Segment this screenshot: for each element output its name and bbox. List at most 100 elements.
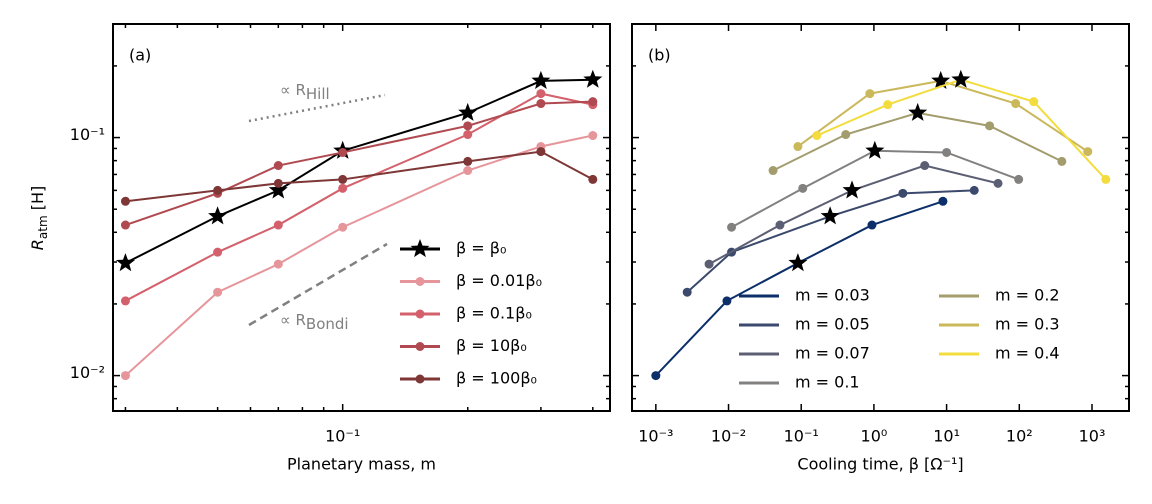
point bbox=[338, 183, 348, 193]
point bbox=[969, 185, 979, 195]
point bbox=[338, 147, 348, 157]
series-line bbox=[772, 111, 1063, 172]
annotation-sub: Bondi bbox=[306, 315, 349, 333]
point bbox=[338, 222, 348, 232]
annotation-sub: Hill bbox=[306, 85, 330, 103]
annotation-text: ∝ R bbox=[280, 81, 306, 99]
point bbox=[1083, 147, 1093, 157]
point bbox=[536, 89, 546, 99]
point bbox=[812, 131, 822, 141]
point bbox=[120, 371, 130, 381]
point bbox=[213, 247, 223, 257]
star-marker bbox=[268, 180, 288, 199]
point bbox=[1011, 99, 1021, 109]
y-tick-label: 10⁻¹ bbox=[70, 125, 105, 144]
point bbox=[841, 130, 851, 140]
point bbox=[120, 196, 130, 206]
series-line bbox=[125, 150, 594, 203]
point bbox=[775, 220, 785, 230]
point bbox=[867, 220, 877, 230]
star-marker bbox=[842, 180, 862, 199]
star-marker bbox=[951, 69, 971, 88]
y-axis-label: Ratm [H] bbox=[28, 186, 50, 250]
legend-marker bbox=[415, 374, 425, 384]
point bbox=[704, 259, 714, 269]
point bbox=[682, 287, 692, 297]
star-marker bbox=[458, 102, 478, 121]
plot-frame bbox=[631, 23, 1130, 412]
x-axis-label: Planetary mass, m bbox=[287, 455, 436, 474]
point bbox=[273, 220, 283, 230]
point bbox=[727, 222, 737, 232]
point bbox=[588, 97, 598, 107]
point bbox=[651, 371, 661, 381]
ylabel-suffix: [H] bbox=[28, 186, 47, 216]
point bbox=[865, 89, 875, 99]
x-tick-label: 10² bbox=[1006, 427, 1033, 446]
series-line bbox=[125, 100, 593, 226]
panel-label: (b) bbox=[648, 46, 671, 65]
hill-annotation: ∝ RHill bbox=[280, 81, 330, 103]
legend-label: m = 0.4 bbox=[995, 344, 1060, 363]
legend-label: m = 0.1 bbox=[795, 373, 860, 392]
star-marker bbox=[820, 206, 840, 225]
x-axis-label: Cooling time, β [Ω⁻¹] bbox=[797, 455, 963, 474]
point bbox=[273, 178, 283, 188]
point bbox=[1014, 174, 1024, 184]
point bbox=[463, 166, 473, 176]
point bbox=[213, 287, 223, 297]
point bbox=[536, 99, 546, 109]
ylabel-sub: atm bbox=[36, 215, 50, 239]
x-tick-label: 10³ bbox=[1079, 427, 1106, 446]
series-line bbox=[124, 78, 593, 264]
legend-label: β = β₀ bbox=[456, 239, 506, 258]
bondi-annotation: ∝ RBondi bbox=[280, 311, 349, 333]
x-tick-label: 10⁻² bbox=[711, 427, 746, 446]
x-tick-label: 10⁻¹ bbox=[784, 427, 819, 446]
point bbox=[338, 174, 348, 184]
point bbox=[938, 196, 948, 206]
legend-label: m = 0.3 bbox=[995, 315, 1060, 334]
point bbox=[722, 296, 732, 306]
annotation-text: ∝ R bbox=[280, 311, 306, 329]
x-tick-label: 10⁻¹ bbox=[325, 427, 360, 446]
point bbox=[883, 100, 893, 110]
star-marker bbox=[788, 253, 808, 272]
legend-label: β = 100β₀ bbox=[456, 369, 537, 388]
series-line bbox=[797, 79, 1089, 153]
legend-marker bbox=[415, 277, 425, 286]
legend-label: β = 0.1β₀ bbox=[456, 304, 532, 323]
star-marker bbox=[908, 102, 928, 121]
panel-label: (a) bbox=[129, 46, 151, 65]
star-marker bbox=[865, 140, 885, 159]
legend-marker bbox=[415, 342, 425, 351]
point bbox=[898, 188, 908, 198]
star-marker bbox=[531, 70, 551, 89]
ylabel-text: R bbox=[28, 239, 47, 250]
star-marker bbox=[931, 70, 951, 89]
point bbox=[1101, 174, 1111, 184]
point bbox=[985, 121, 995, 131]
point bbox=[120, 296, 130, 306]
star-marker bbox=[583, 69, 603, 88]
plot-frame bbox=[112, 23, 611, 412]
legend-label: m = 0.05 bbox=[795, 315, 870, 334]
star-marker bbox=[115, 253, 135, 272]
point bbox=[793, 142, 803, 152]
bondi-guide bbox=[248, 242, 388, 327]
star-marker bbox=[208, 206, 228, 225]
point bbox=[798, 183, 808, 193]
legend-label: m = 0.2 bbox=[995, 286, 1060, 305]
hill-guide bbox=[248, 93, 386, 123]
legend-label: β = 0.01β₀ bbox=[456, 271, 542, 290]
point bbox=[273, 161, 283, 171]
x-tick-label: 10⁻³ bbox=[638, 427, 673, 446]
legend-label: β = 10β₀ bbox=[456, 336, 527, 355]
point bbox=[463, 121, 473, 131]
series-line bbox=[124, 92, 594, 302]
point bbox=[1029, 97, 1039, 107]
point bbox=[273, 259, 283, 269]
legend-marker bbox=[410, 239, 430, 258]
point bbox=[993, 178, 1003, 188]
